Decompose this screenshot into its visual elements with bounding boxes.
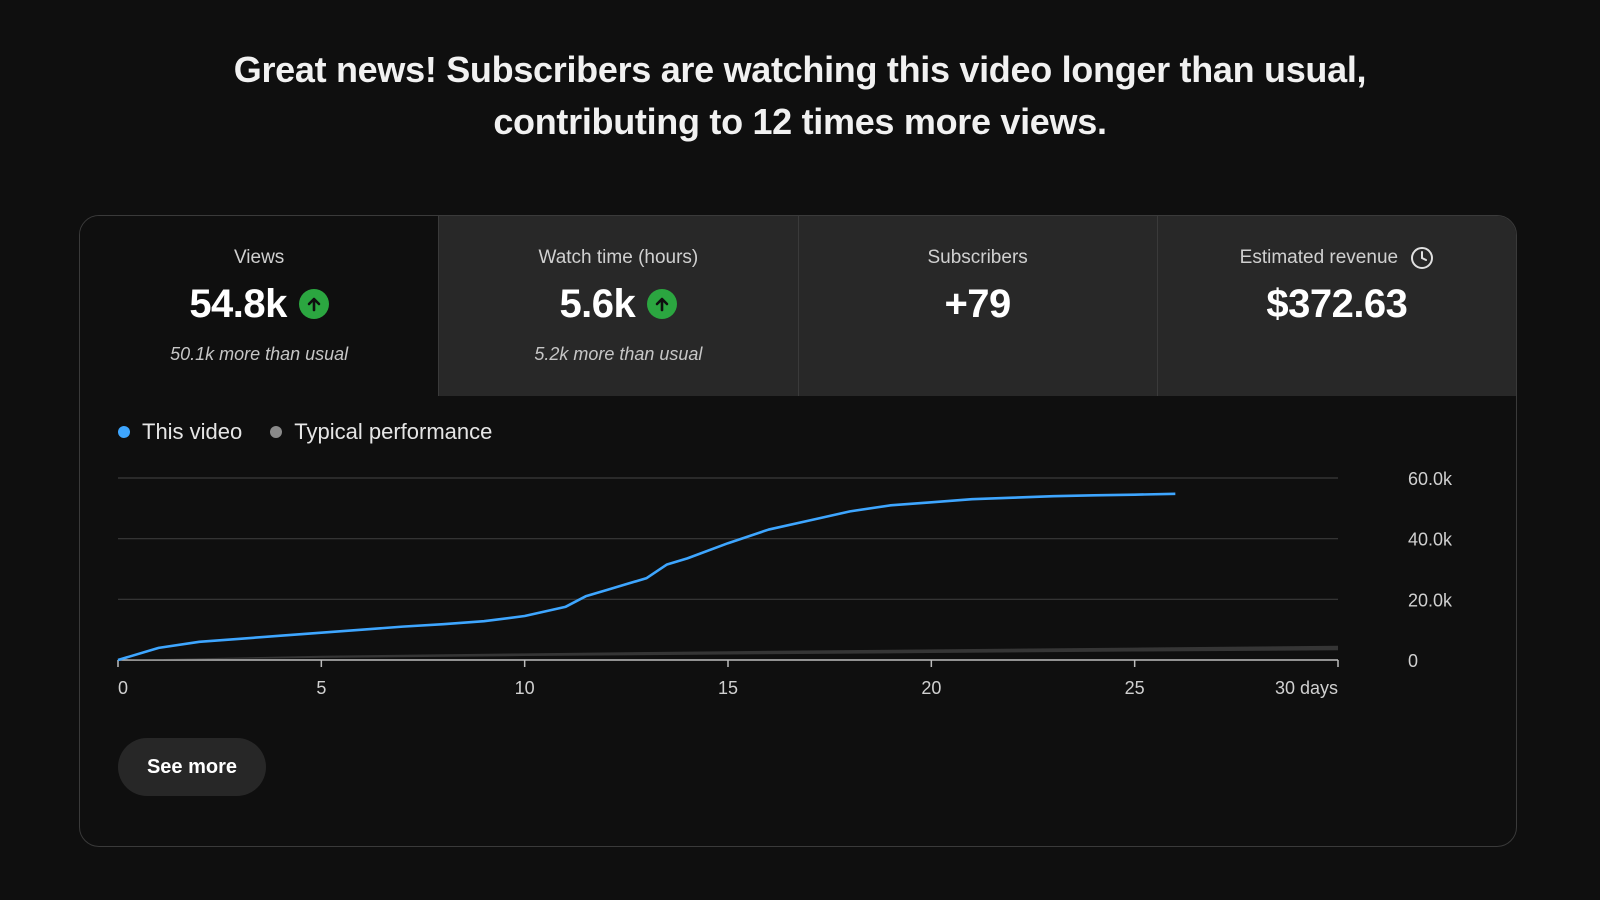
headline-line-2: contributing to 12 times more views. [493, 101, 1107, 142]
clock-icon[interactable] [1410, 246, 1434, 270]
tile-value: +79 [944, 281, 1011, 326]
metric-tiles: Views 54.8k 50.1k more than usual Watch … [80, 216, 1516, 396]
arrow-up-icon [647, 289, 678, 319]
this-video-line [117, 492, 1176, 662]
views-chart[interactable]: 0 20.0k 40.0k 60.0k 0 5 10 15 20 25 30 days [80, 216, 1516, 846]
y-tick-label: 20.0k [1408, 590, 1453, 610]
tile-views[interactable]: Views 54.8k 50.1k more than usual [80, 216, 439, 396]
typical-performance-band [118, 645, 1338, 660]
tile-label: Watch time (hours) [538, 247, 699, 268]
y-tick-label: 60.0k [1408, 469, 1453, 489]
tile-note: 5.2k more than usual [534, 344, 703, 364]
arrow-up-icon [298, 289, 329, 319]
chart-legend: This video Typical performance [118, 419, 492, 445]
see-more-button[interactable]: See more [118, 738, 266, 796]
tile-label: Estimated revenue [1239, 247, 1399, 268]
tile-value: $372.63 [1266, 281, 1408, 326]
tile-value: 54.8k [189, 281, 287, 326]
tile-subscribers[interactable]: Subscribers +79 [797, 216, 1157, 396]
y-tick-label: 40.0k [1408, 530, 1453, 550]
x-tick-label: 15 [718, 678, 738, 698]
tile-value: 5.6k [559, 281, 636, 326]
performance-card: Views 54.8k 50.1k more than usual Watch … [79, 215, 1517, 847]
headline-line-1: Great news! Subscribers are watching thi… [233, 49, 1367, 90]
tile-watch-time[interactable]: Watch time (hours) 5.6k 5.2k more than u… [438, 216, 798, 396]
legend-dot [118, 426, 130, 438]
legend-label: Typical performance [294, 419, 493, 444]
legend-dot [270, 426, 283, 438]
x-tick-label: 5 [316, 678, 326, 698]
tile-note: 50.1k more than usual [170, 344, 349, 364]
tile-estimated-revenue[interactable]: Estimated revenue $372.63 [1156, 216, 1516, 396]
x-tick-label: 10 [515, 678, 535, 698]
tile-label: Subscribers [927, 247, 1028, 268]
y-tick-label: 0 [1408, 651, 1418, 671]
tile-label: Views [233, 247, 285, 268]
legend-item-this-video[interactable]: This video [118, 419, 242, 445]
x-tick-label: 25 [1125, 678, 1145, 698]
legend-label: This video [142, 419, 243, 444]
x-tick-label: 30 days [1275, 678, 1338, 698]
x-tick-label: 0 [118, 678, 128, 698]
legend-item-typical[interactable]: Typical performance [270, 419, 492, 445]
headline: Great news! Subscribers are watching thi… [0, 44, 1600, 148]
x-tick-label: 20 [921, 678, 941, 698]
